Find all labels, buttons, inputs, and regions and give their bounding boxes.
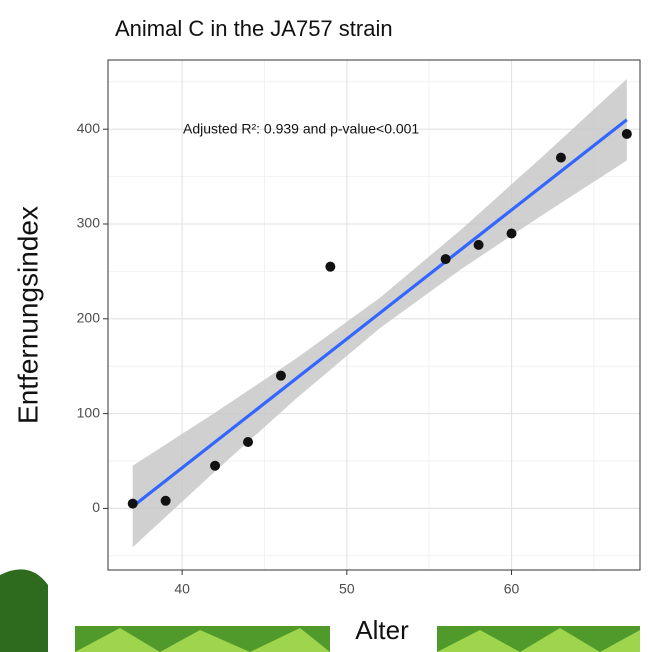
data-point [440,254,451,265]
panel-border [107,59,641,571]
data-point [555,152,566,163]
data-point [621,128,632,139]
data-point [506,228,517,239]
data-point [127,498,138,509]
x-tick-label: 60 [504,581,520,597]
data-point [160,495,171,506]
y-tick-label: 0 [92,499,100,515]
y-tick-label: 200 [77,309,101,325]
y-tick-label: 300 [77,215,101,231]
y-tick-label: 100 [77,404,101,420]
data-point [275,370,286,381]
y-axis-label: Entfernungsindex [12,206,43,424]
decoration [0,569,640,652]
y-tick-label: 400 [77,120,101,136]
x-tick-label: 40 [174,581,190,597]
fit-line [131,118,628,508]
annotation: Adjusted R²: 0.939 and p-value<0.001 [183,121,419,137]
data-point [473,239,484,250]
plot-panel [108,60,640,570]
x-axis-label: Alter [355,615,409,645]
x-tick-label: 50 [339,581,355,597]
chart-title: Animal C in the JA757 strain [115,16,393,41]
data-point [210,460,221,471]
data-point [325,261,336,272]
data-point [243,437,253,448]
